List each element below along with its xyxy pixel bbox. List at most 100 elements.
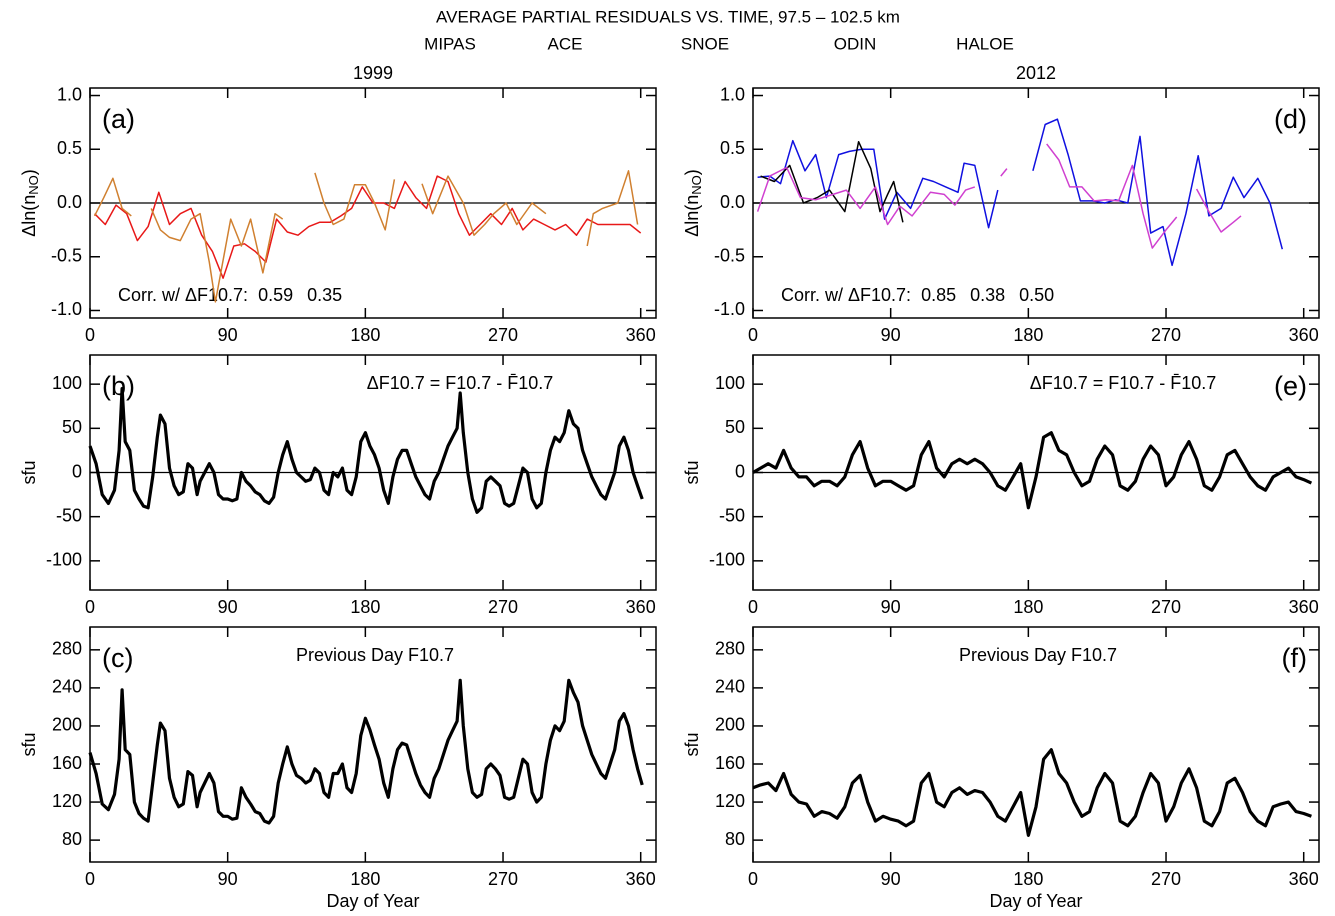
corr-value: 0.85 [921, 285, 956, 305]
x-tick-label: 360 [626, 325, 656, 345]
x-tick-label: 270 [1151, 869, 1181, 889]
panel-annotation: ΔF10.7 = F10.7 - F̄10.7 [1030, 373, 1217, 393]
y-tick-label: -100 [46, 550, 82, 570]
panel-title: 1999 [353, 63, 393, 83]
x-tick-label: 180 [350, 325, 380, 345]
y-axis-label: sfu [682, 460, 702, 484]
y-tick-label: 160 [52, 753, 82, 773]
x-tick-label: 90 [218, 869, 238, 889]
y-tick-label: 240 [52, 677, 82, 697]
x-tick-label: 360 [1289, 325, 1319, 345]
figure-title: AVERAGE PARTIAL RESIDUALS VS. TIME, 97.5… [436, 7, 900, 26]
y-axis-label-text: sfu [19, 460, 39, 484]
legend-entry: MIPAS [424, 34, 476, 53]
x-tick-label: 90 [218, 597, 238, 617]
x-tick-label: 0 [748, 869, 758, 889]
y-tick-label: 280 [715, 639, 745, 659]
x-tick-label: 270 [488, 597, 518, 617]
x-tick-label: 360 [1289, 869, 1319, 889]
y-axis-label: Δln(nNO) [19, 169, 42, 237]
x-tick-label: 90 [881, 869, 901, 889]
y-tick-label: 1.0 [57, 84, 82, 104]
x-tick-label: 270 [1151, 325, 1181, 345]
y-axis-label-sub: NO [26, 175, 41, 195]
panel-annotation: Previous Day F10.7 [959, 645, 1117, 665]
corr-value: 0.50 [1019, 285, 1054, 305]
y-axis-label-sub: NO [689, 175, 704, 195]
x-tick-label: 180 [1013, 325, 1043, 345]
data-line [94, 175, 642, 279]
panel-label: (f) [1282, 643, 1307, 673]
y-tick-label: 120 [715, 791, 745, 811]
panel-annotation: ΔF10.7 = F10.7 - F̄10.7 [367, 373, 554, 393]
y-axis-label: sfu [19, 732, 39, 756]
corr-label: Corr. w/ ΔF10.7: [118, 285, 248, 305]
x-tick-label: 360 [626, 869, 656, 889]
y-axis-label-close: ) [682, 169, 702, 175]
y-tick-label: 200 [52, 715, 82, 735]
y-tick-label: 0 [72, 461, 82, 481]
data-line [93, 170, 639, 303]
x-tick-label: 0 [85, 597, 95, 617]
y-tick-label: 200 [715, 715, 745, 735]
y-axis-label-text: Δln(n [19, 195, 39, 237]
legend-entry: ACE [548, 34, 583, 53]
x-tick-label: 0 [748, 597, 758, 617]
y-axis-label-text: sfu [19, 732, 39, 756]
x-tick-label: 360 [626, 597, 656, 617]
y-tick-label: 0.0 [57, 192, 82, 212]
x-tick-label: 360 [1289, 597, 1319, 617]
panel-label: (e) [1274, 371, 1307, 401]
data-line [756, 143, 1242, 249]
x-tick-label: 180 [1013, 597, 1043, 617]
x-tick-label: 0 [85, 325, 95, 345]
legend-entry: HALOE [956, 34, 1014, 53]
y-tick-label: 1.0 [720, 84, 745, 104]
legend-entry: ODIN [834, 34, 877, 53]
x-tick-label: 180 [350, 869, 380, 889]
y-tick-label: 280 [52, 639, 82, 659]
y-tick-label: 120 [52, 791, 82, 811]
x-tick-label: 90 [218, 325, 238, 345]
x-tick-label: 0 [85, 869, 95, 889]
y-axis-label: sfu [682, 732, 702, 756]
y-tick-label: -1.0 [51, 299, 82, 319]
y-tick-label: -100 [709, 550, 745, 570]
y-tick-label: 50 [725, 417, 745, 437]
panel-annotation: Previous Day F10.7 [296, 645, 454, 665]
x-axis-label: Day of Year [989, 891, 1082, 911]
corr-value: 0.35 [307, 285, 342, 305]
y-tick-label: 100 [715, 373, 745, 393]
y-tick-label: 160 [715, 753, 745, 773]
y-tick-label: 0.5 [720, 138, 745, 158]
x-tick-label: 90 [881, 325, 901, 345]
x-tick-label: 270 [1151, 597, 1181, 617]
y-axis-label-text: sfu [682, 460, 702, 484]
panel-label: (d) [1274, 104, 1307, 134]
corr-label: Corr. w/ ΔF10.7: [781, 285, 911, 305]
y-tick-label: -0.5 [51, 245, 82, 265]
x-tick-label: 270 [488, 325, 518, 345]
data-line [752, 748, 1312, 837]
y-tick-label: 80 [725, 829, 745, 849]
x-tick-label: 270 [488, 869, 518, 889]
data-line [757, 118, 1284, 267]
panel-label: (c) [102, 643, 133, 673]
data-line [88, 387, 644, 514]
y-tick-label: -50 [56, 505, 82, 525]
y-tick-label: -0.5 [714, 245, 745, 265]
y-axis-label: Δln(nNO) [682, 169, 705, 237]
x-tick-label: 180 [1013, 869, 1043, 889]
y-tick-label: 80 [62, 829, 82, 849]
y-axis-label-text: sfu [682, 732, 702, 756]
x-tick-label: 0 [748, 325, 758, 345]
legend-entry: SNOE [681, 34, 729, 53]
data-line [88, 678, 644, 825]
panel-label: (b) [102, 371, 135, 401]
y-tick-label: 0.5 [57, 138, 82, 158]
y-axis-label-close: ) [19, 169, 39, 175]
data-line [752, 431, 1313, 510]
y-tick-label: 0.0 [720, 192, 745, 212]
